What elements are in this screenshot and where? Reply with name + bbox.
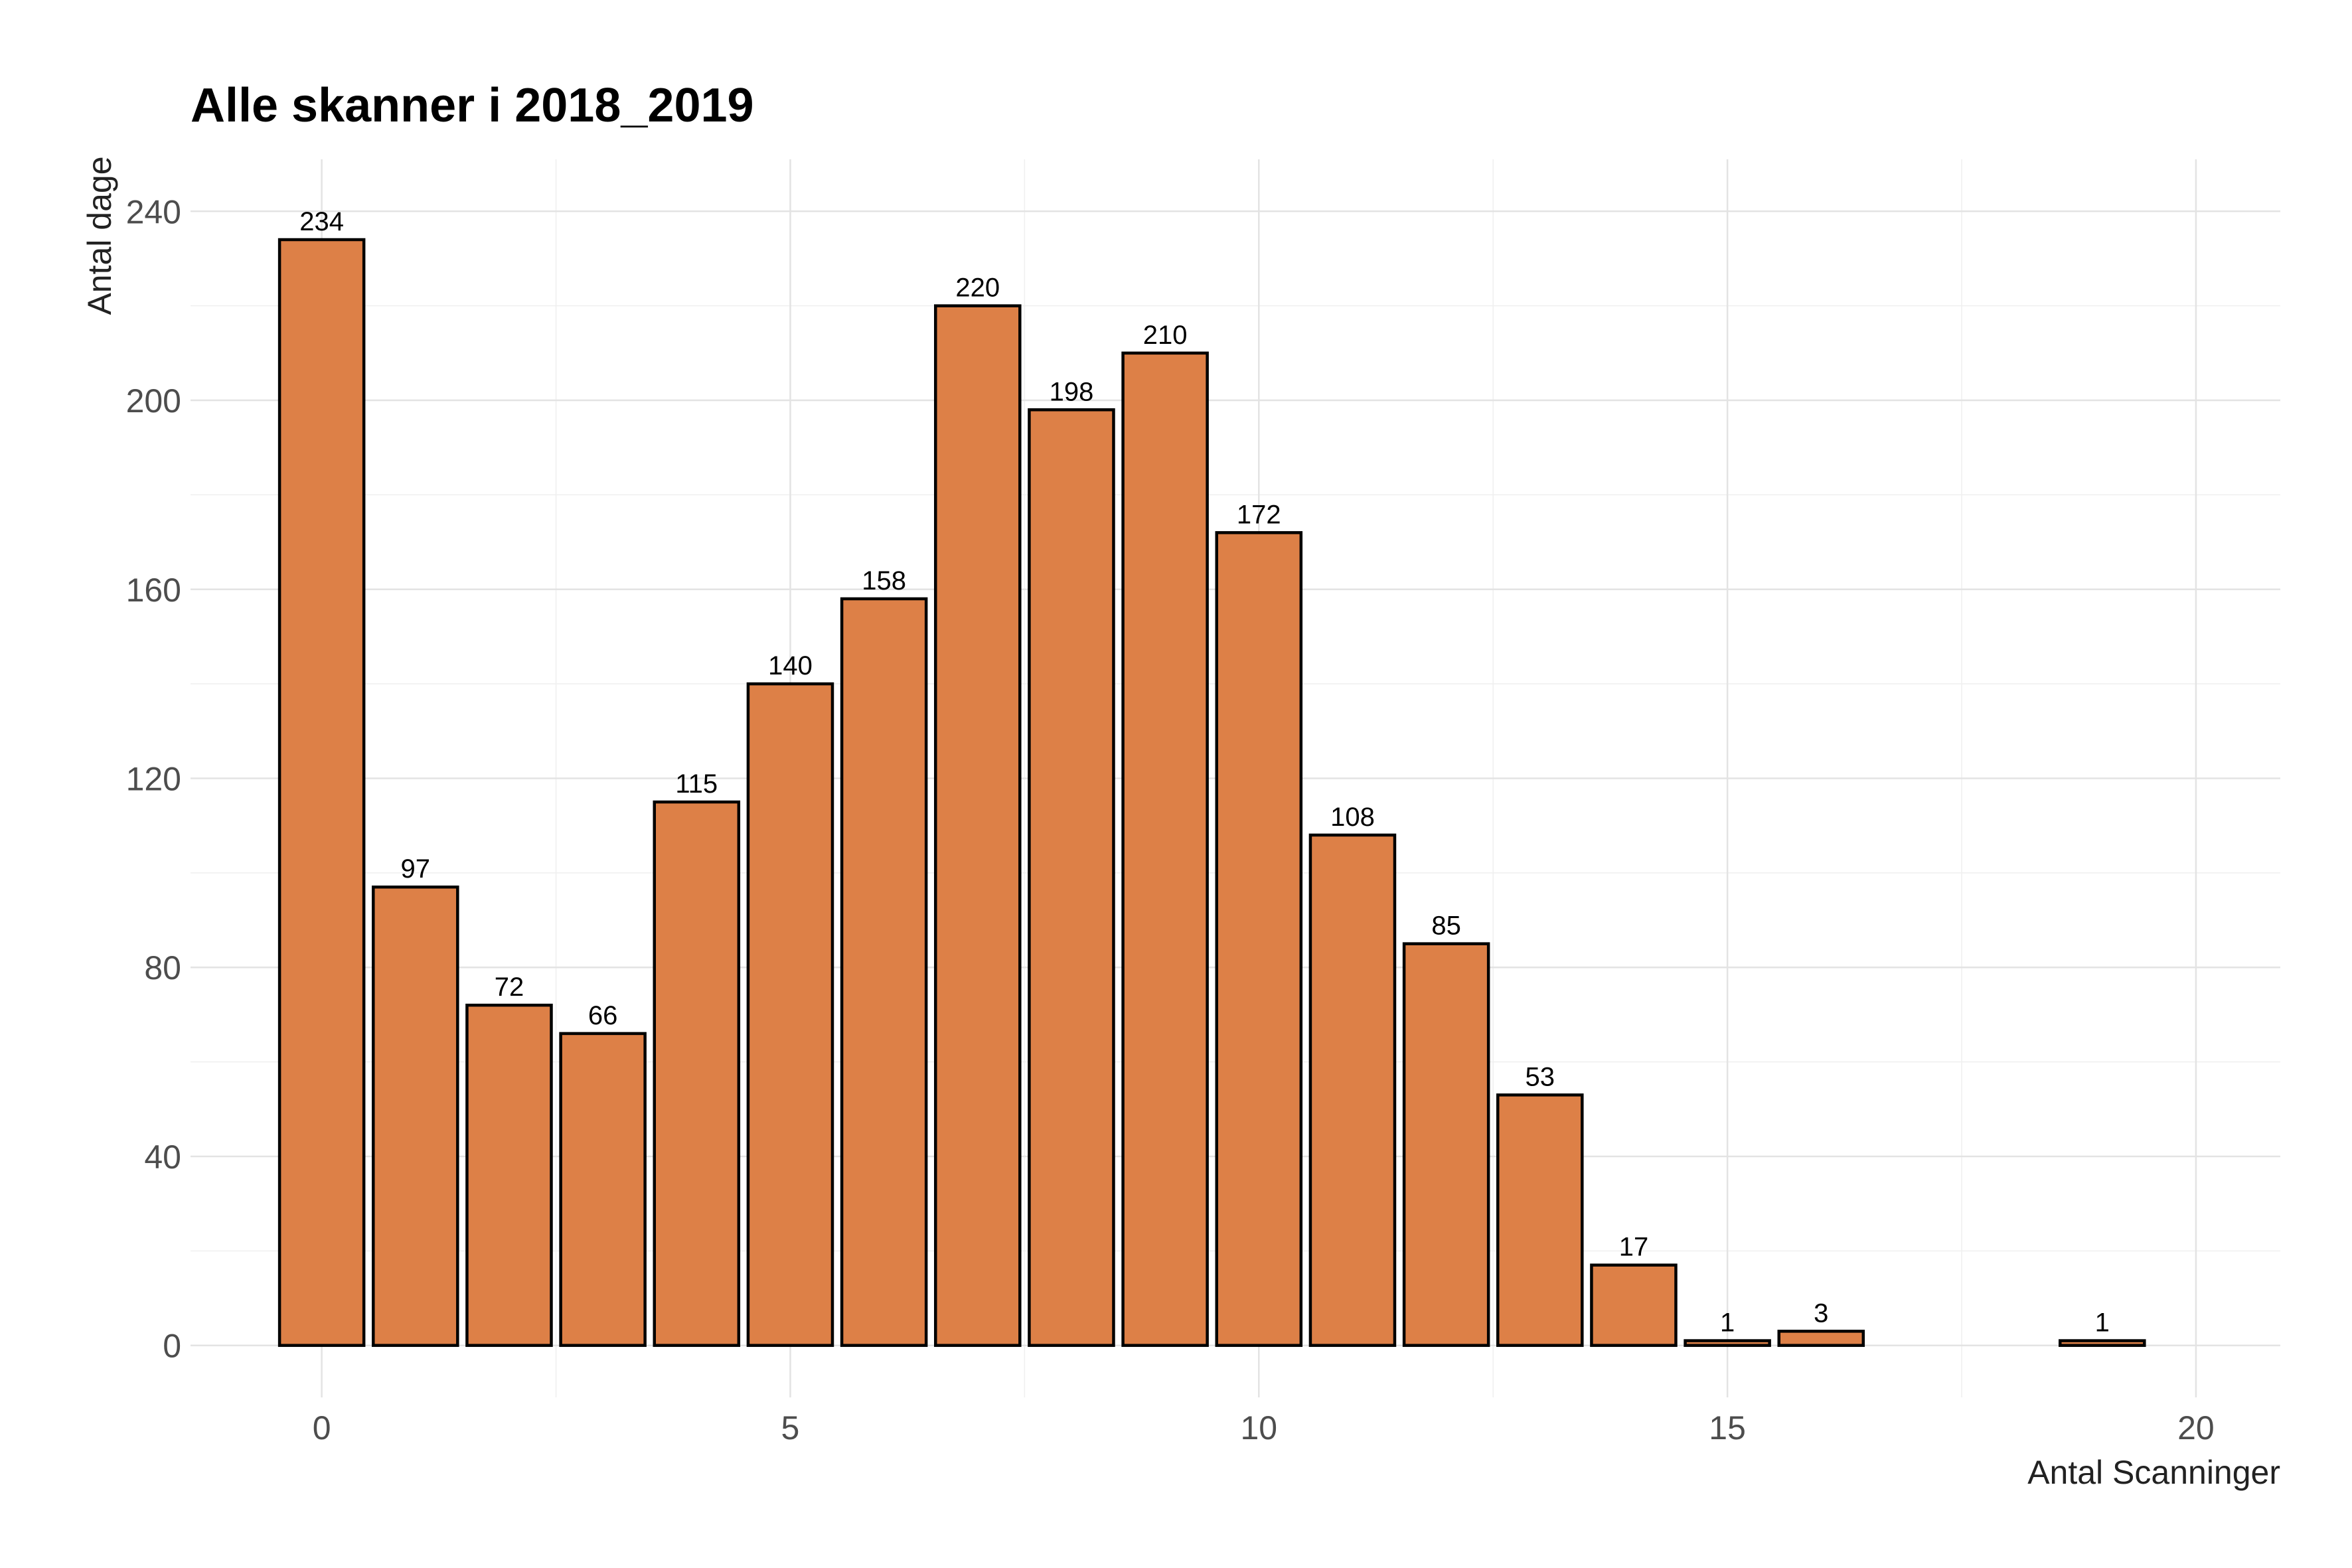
bar xyxy=(1028,408,1115,1347)
bar xyxy=(1215,531,1303,1347)
data-label: 97 xyxy=(401,854,431,884)
data-label: 172 xyxy=(1237,500,1281,529)
bar xyxy=(840,597,928,1347)
bar xyxy=(559,1032,647,1347)
bar xyxy=(1402,942,1490,1347)
data-label: 234 xyxy=(299,207,344,236)
data-labels: 234 97 72 66 115 140 158 220 198 210 172 108 85 53 17 1… xyxy=(299,207,2110,1338)
x-axis-ticks: 0 5 10 15 20 xyxy=(313,1409,2215,1447)
y-tick-label: 240 xyxy=(126,193,181,230)
data-label: 198 xyxy=(1050,377,1094,406)
bar xyxy=(653,800,741,1347)
bar xyxy=(1684,1339,1771,1347)
bar xyxy=(277,238,366,1347)
y-axis-label: Antal dage xyxy=(81,156,118,315)
bar xyxy=(746,682,834,1347)
data-label: 108 xyxy=(1330,803,1375,832)
data-label: 115 xyxy=(675,769,718,799)
bar xyxy=(934,304,1022,1347)
x-tick-label: 0 xyxy=(313,1409,331,1447)
y-axis-ticks: 0 40 80 120 160 200 240 xyxy=(126,193,181,1364)
data-label: 220 xyxy=(955,274,1000,303)
data-label: 17 xyxy=(1619,1233,1649,1262)
y-tick-label: 80 xyxy=(144,949,181,986)
bar xyxy=(2059,1339,2146,1347)
chart-title: Alle skanner i 2018_2019 xyxy=(191,79,754,132)
x-tick-label: 10 xyxy=(1240,1409,1277,1447)
bars xyxy=(277,238,2146,1347)
y-tick-label: 160 xyxy=(126,572,181,609)
bar xyxy=(1308,833,1397,1347)
x-tick-label: 5 xyxy=(781,1409,800,1447)
data-label: 3 xyxy=(1814,1298,1828,1328)
data-label: 66 xyxy=(588,1001,618,1030)
y-tick-label: 0 xyxy=(163,1328,181,1365)
data-label: 210 xyxy=(1143,321,1188,350)
y-tick-label: 120 xyxy=(126,761,181,798)
data-label: 72 xyxy=(495,973,524,1002)
bar xyxy=(1121,351,1209,1347)
bar xyxy=(1496,1093,1584,1347)
data-label: 140 xyxy=(768,651,813,680)
bar xyxy=(465,1003,553,1347)
bar xyxy=(1777,1330,1865,1347)
data-label: 1 xyxy=(1720,1308,1735,1338)
bar xyxy=(372,885,459,1347)
data-label: 158 xyxy=(862,566,906,595)
x-tick-label: 20 xyxy=(2177,1409,2215,1447)
data-label: 85 xyxy=(1431,911,1461,941)
y-tick-label: 200 xyxy=(126,382,181,420)
data-label: 1 xyxy=(2095,1308,2110,1338)
bar xyxy=(1590,1263,1678,1347)
y-tick-label: 40 xyxy=(144,1138,181,1176)
x-tick-label: 15 xyxy=(1709,1409,1746,1447)
x-axis-label: Antal Scanninger xyxy=(2027,1454,2280,1491)
data-label: 53 xyxy=(1526,1062,1555,1091)
